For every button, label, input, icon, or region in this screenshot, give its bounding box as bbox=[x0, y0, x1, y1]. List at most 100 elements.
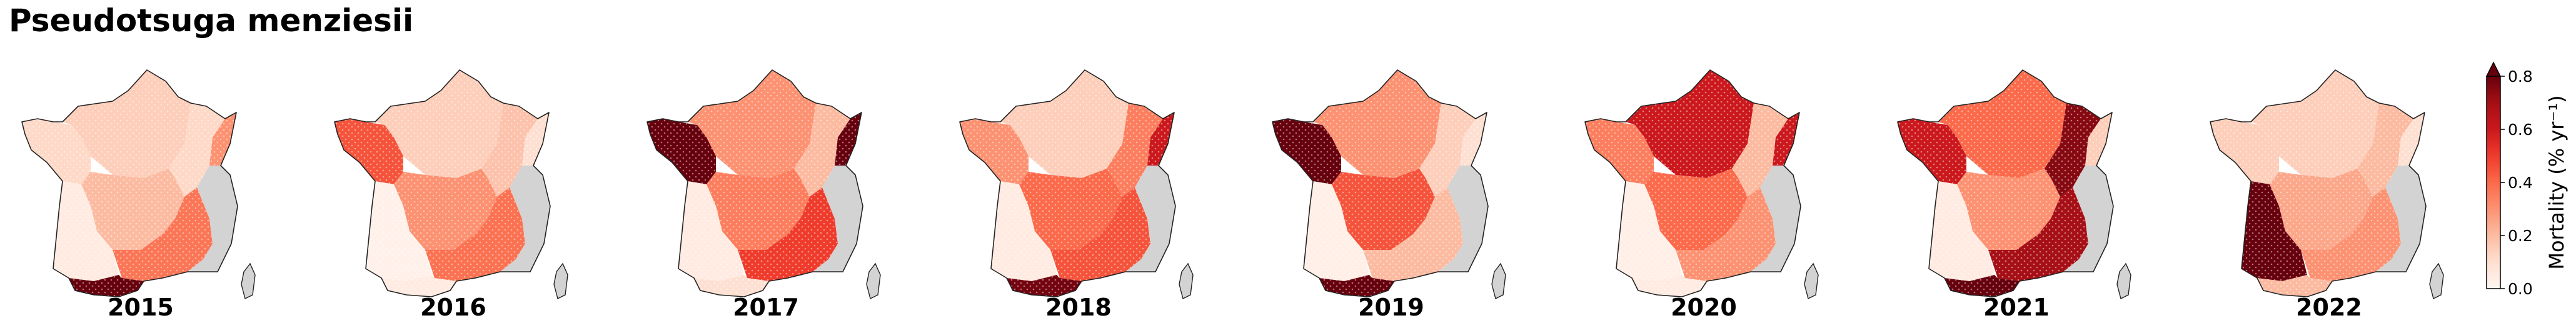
region-hatch-northeast-2019 bbox=[1419, 103, 1476, 197]
corsica-2016 bbox=[553, 262, 568, 300]
region-hatch-southwest-2019 bbox=[1304, 181, 1369, 281]
colorbar-tick-label: 0.2 bbox=[2508, 227, 2533, 245]
region-hatch-alsace-2020 bbox=[1773, 112, 1799, 166]
region-hatch-alsace-2015 bbox=[209, 112, 236, 166]
region-hatch-alsace-2019 bbox=[1460, 112, 1487, 166]
region-hatch-alsace-2021 bbox=[2085, 112, 2112, 166]
region-hatch-central-2021 bbox=[1957, 169, 2060, 250]
region-hatch-northeast-2015 bbox=[169, 103, 225, 197]
region-hatch-central-2016 bbox=[394, 169, 497, 250]
france-outline-2015 bbox=[21, 69, 238, 297]
region-hatch-pyrenees-2020 bbox=[1632, 275, 1707, 297]
region-hatch-southwest-2018 bbox=[991, 181, 1057, 281]
figure-title: Pseudotsuga menziesii bbox=[9, 2, 414, 39]
region-alps-2016 bbox=[500, 166, 550, 272]
region-hatch-pyrenees-2015 bbox=[69, 275, 144, 297]
region-alps-2022 bbox=[2376, 166, 2426, 272]
france-outline-2017 bbox=[647, 69, 863, 297]
region-hatch-west-2017 bbox=[647, 119, 716, 184]
colorbar-label: Mortality (% yr⁻¹) bbox=[2545, 95, 2568, 269]
region-alps-2018 bbox=[1125, 166, 1175, 272]
region-hatch-north-2019 bbox=[1313, 70, 1441, 178]
map-panel-2019: 2019 bbox=[1272, 69, 1506, 321]
colorbar-tick-label: 0.8 bbox=[2508, 67, 2533, 86]
region-hatch-central-2022 bbox=[2270, 169, 2373, 250]
region-hatch-north-2018 bbox=[1000, 70, 1129, 178]
region-hatch-central-2018 bbox=[1019, 169, 1122, 250]
map-panel-2022: 2022 bbox=[2210, 69, 2444, 321]
region-hatch-pyrenees-2016 bbox=[381, 275, 456, 297]
region-hatch-southeast-2016 bbox=[425, 187, 525, 281]
region-hatch-southeast-2022 bbox=[2301, 187, 2401, 281]
france-outline-2022 bbox=[2210, 69, 2427, 297]
region-hatch-pyrenees-2019 bbox=[1319, 275, 1394, 297]
france-outline-2018 bbox=[959, 69, 1176, 297]
region-alps-2017 bbox=[813, 166, 863, 272]
region-hatch-alsace-2016 bbox=[522, 112, 549, 166]
region-hatch-central-2017 bbox=[707, 169, 810, 250]
region-hatch-southwest-2020 bbox=[1616, 181, 1682, 281]
region-hatch-southwest-2017 bbox=[678, 181, 744, 281]
region-hatch-southeast-2019 bbox=[1363, 187, 1463, 281]
colorbar-extend-arrow bbox=[2485, 61, 2502, 77]
corsica-2019 bbox=[1491, 262, 1506, 300]
region-hatch-north-2016 bbox=[375, 70, 503, 178]
year-label-2017: 2017 bbox=[733, 294, 799, 321]
region-hatch-southeast-2015 bbox=[113, 187, 213, 281]
colorbar: 0.0 0.2 0.4 0.6 0.8 Mortality (% yr⁻¹) bbox=[2485, 61, 2568, 298]
year-label-2015: 2015 bbox=[108, 294, 174, 321]
region-hatch-northeast-2017 bbox=[794, 103, 850, 197]
region-hatch-pyrenees-2018 bbox=[1007, 275, 1082, 297]
region-alps-2019 bbox=[1438, 166, 1488, 272]
corsica-2022 bbox=[2429, 262, 2444, 300]
region-hatch-central-2015 bbox=[81, 169, 184, 250]
region-hatch-pyrenees-2021 bbox=[1945, 275, 2020, 297]
region-hatch-southeast-2020 bbox=[1676, 187, 1776, 281]
region-hatch-west-2021 bbox=[1898, 119, 1966, 184]
region-hatch-alsace-2018 bbox=[1147, 112, 1174, 166]
colorbar-tick-label: 0.4 bbox=[2508, 174, 2533, 192]
region-alps-2020 bbox=[1751, 166, 1801, 272]
year-label-2020: 2020 bbox=[1671, 294, 1737, 321]
france-outline-2021 bbox=[1897, 69, 2114, 297]
corsica-2017 bbox=[866, 262, 881, 300]
region-alps-2021 bbox=[2063, 166, 2113, 272]
region-alps-2015 bbox=[188, 166, 238, 272]
france-outline-2019 bbox=[1272, 69, 1489, 297]
corsica-2020 bbox=[1804, 262, 1819, 300]
region-hatch-central-2020 bbox=[1644, 169, 1748, 250]
region-hatch-west-2020 bbox=[1585, 119, 1654, 184]
year-label-2016: 2016 bbox=[420, 294, 486, 321]
region-hatch-southwest-2016 bbox=[366, 181, 431, 281]
region-hatch-west-2015 bbox=[22, 119, 91, 184]
region-hatch-pyrenees-2017 bbox=[694, 275, 769, 297]
year-label-2021: 2021 bbox=[1983, 294, 2050, 321]
region-hatch-north-2020 bbox=[1626, 70, 1754, 178]
year-label-2019: 2019 bbox=[1358, 294, 1424, 321]
colorbar-gradient bbox=[2486, 76, 2501, 289]
region-hatch-west-2018 bbox=[960, 119, 1029, 184]
region-hatch-southeast-2018 bbox=[1050, 187, 1150, 281]
map-panel-2020: 2020 bbox=[1584, 69, 1819, 321]
region-hatch-west-2022 bbox=[2210, 119, 2279, 184]
region-hatch-southwest-2015 bbox=[53, 181, 119, 281]
region-hatch-west-2016 bbox=[335, 119, 403, 184]
corsica-2015 bbox=[241, 262, 256, 300]
region-hatch-northeast-2021 bbox=[2045, 103, 2101, 197]
region-hatch-northeast-2016 bbox=[481, 103, 538, 197]
region-hatch-north-2021 bbox=[1938, 70, 2066, 178]
region-hatch-west-2019 bbox=[1272, 119, 1341, 184]
map-panel-2015: 2015 bbox=[21, 69, 256, 321]
year-label-2018: 2018 bbox=[1045, 294, 1112, 321]
region-hatch-pyrenees-2022 bbox=[2257, 275, 2332, 297]
region-hatch-northeast-2018 bbox=[1107, 103, 1163, 197]
corsica-2018 bbox=[1179, 262, 1194, 300]
region-hatch-alsace-2022 bbox=[2398, 112, 2425, 166]
map-panel-2016: 2016 bbox=[334, 69, 568, 321]
map-panel-2018: 2018 bbox=[959, 69, 1194, 321]
map-panel-2021: 2021 bbox=[1897, 69, 2131, 321]
region-hatch-northeast-2020 bbox=[1732, 103, 1788, 197]
region-hatch-alsace-2017 bbox=[835, 112, 862, 166]
region-hatch-northeast-2022 bbox=[2357, 103, 2413, 197]
